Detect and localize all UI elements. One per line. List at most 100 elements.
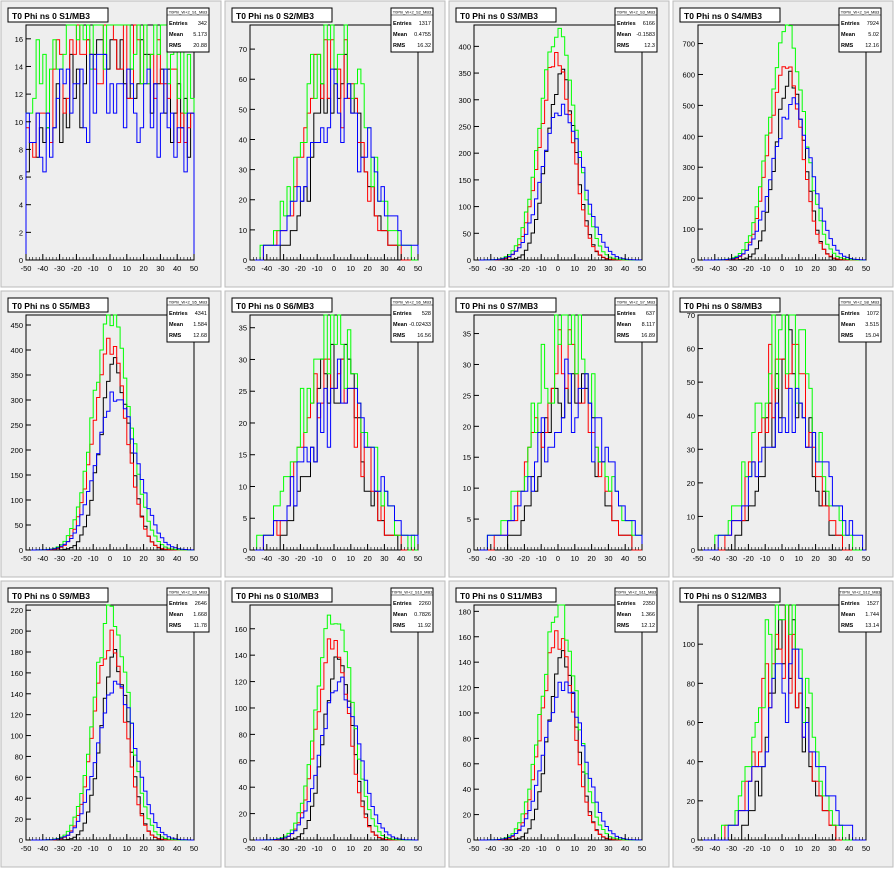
x-tick-label: -30 [502,264,513,273]
stats-title: T0Phi_W+2_S5_MB3 [169,300,208,305]
x-tick-label: -20 [295,554,306,563]
y-tick-label: 180 [458,607,471,616]
stats-label: Mean [169,322,184,328]
y-tick-label: 10 [239,226,247,235]
x-tick-label: 50 [862,554,870,563]
x-tick-label: 30 [604,554,612,563]
y-tick-label: 200 [458,149,471,158]
stats-label: RMS [169,333,182,339]
y-tick-label: 220 [10,606,23,615]
stats-title: T0Phi_W+2_S12_MB3 [840,590,882,595]
y-tick-label: 0 [19,836,23,845]
y-tick-label: 60 [15,773,23,782]
x-tick-label: -20 [743,554,754,563]
x-tick-label: -50 [21,844,32,853]
y-tick-label: 150 [458,176,471,185]
y-tick-label: 2 [19,228,23,237]
y-tick-label: 300 [682,163,695,172]
x-tick-label: -50 [693,844,704,853]
stats-value: -0.02433 [409,322,431,328]
y-tick-label: 60 [687,719,695,728]
y-tick-label: 100 [682,640,695,649]
y-tick-label: 200 [10,446,23,455]
stats-label: RMS [169,623,182,629]
stats-label: Mean [169,32,184,38]
y-tick-label: 200 [10,627,23,636]
y-tick-label: 20 [687,797,695,806]
x-tick-label: -50 [469,554,480,563]
x-tick-label: -40 [485,844,496,853]
x-tick-label: 40 [621,844,629,853]
stats-title: T0Phi_W+2_S4_MB3 [841,10,880,15]
stats-label: Entries [617,21,636,27]
x-tick-label: -20 [71,554,82,563]
stats-value: 528 [422,311,431,317]
x-tick-label: 0 [780,264,784,273]
title-box [455,297,557,313]
title-box [7,7,109,23]
histogram-panel: 0 5 10 15 20 25 30 35 -50 -40 -30 -20 -10 0 10 20 30 40 50… [448,290,670,578]
y-tick-label: 70 [687,311,695,320]
x-tick-label: -30 [278,264,289,273]
stats-value: 1.668 [193,612,207,618]
stats-value: 2350 [643,601,655,607]
panel-title: T0 Phi ns 0 S1/MB3 [12,11,90,21]
x-tick-label: 0 [108,554,112,563]
x-tick-label: 0 [332,554,336,563]
x-tick-label: -50 [21,554,32,563]
y-tick-label: 25 [463,391,471,400]
y-tick-label: 14 [15,62,23,71]
x-tick-label: 10 [123,554,131,563]
x-tick-label: 10 [795,844,803,853]
x-tick-label: -50 [245,554,256,563]
x-tick-label: 40 [173,844,181,853]
y-tick-label: 120 [458,684,471,693]
y-tick-label: 200 [682,194,695,203]
y-tick-label: 160 [10,669,23,678]
x-tick-label: 0 [556,264,560,273]
y-tick-label: 140 [458,658,471,667]
x-tick-label: -50 [469,844,480,853]
y-tick-label: 20 [239,419,247,428]
y-tick-label: 5 [467,515,471,524]
y-tick-label: 10 [463,484,471,493]
stats-value: 2260 [419,601,431,607]
x-tick-label: 20 [139,844,147,853]
stats-value: 13.14 [865,623,879,629]
title-box [231,7,333,23]
stats-value: 1072 [867,311,879,317]
x-tick-label: 0 [556,844,560,853]
panel-title: T0 Phi ns 0 S9/MB3 [12,591,90,601]
histogram-series [250,343,418,551]
y-tick-label: 250 [10,421,23,430]
y-tick-label: 0 [19,546,23,555]
title-box [455,7,557,23]
y-tick-label: 4 [19,201,23,210]
y-tick-label: 20 [463,422,471,431]
histogram-series [698,604,866,841]
y-tick-label: 700 [682,40,695,49]
histogram-panel: 0 20 40 60 80 100 -50 -40 -30 -20 -10 0 10 20 30 40 50 T0… [672,580,894,868]
stats-title: T0Phi_W+2_S10_MB3 [392,590,434,595]
title-box [455,587,557,603]
y-tick-label: 10 [687,512,695,521]
y-tick-label: 10 [15,118,23,127]
x-tick-label: 50 [862,264,870,273]
panel-title: T0 Phi ns 0 S3/MB3 [460,11,538,21]
y-tick-label: 25 [239,387,247,396]
stats-title: T0Phi_W+2_S11_MB3 [616,590,657,595]
histogram-series [474,314,643,551]
x-tick-label: -30 [726,844,737,853]
stats-label: Mean [841,322,856,328]
x-tick-label: -10 [536,844,547,853]
stats-box [390,587,434,633]
x-tick-label: 50 [190,554,198,563]
x-tick-label: 10 [571,264,579,273]
y-tick-label: 50 [15,521,23,530]
stats-value: 11.78 [194,623,207,629]
y-tick-label: 100 [10,732,23,741]
stats-label: RMS [841,333,854,339]
stats-value: 11.92 [418,623,431,629]
x-tick-label: -40 [37,264,48,273]
